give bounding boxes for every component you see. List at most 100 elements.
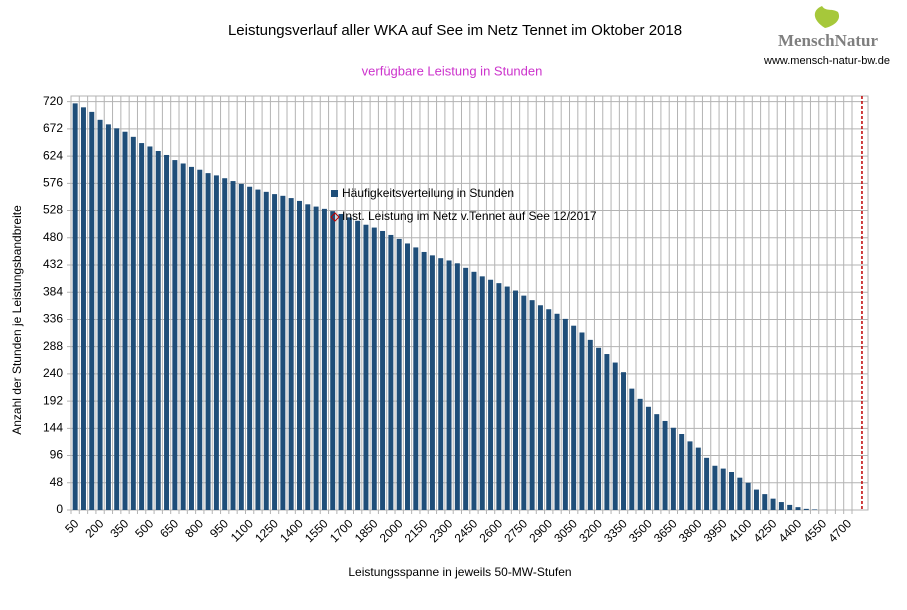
bar <box>662 420 668 510</box>
y-tick-label: 336 <box>43 312 63 326</box>
bar <box>405 243 410 510</box>
bar <box>720 468 726 510</box>
legend-label: Inst. Leistung im Netz v.Tennet auf See … <box>342 209 597 223</box>
y-tick-label: 240 <box>43 366 63 380</box>
bar <box>587 339 593 510</box>
bar <box>313 206 319 510</box>
y-tick-label: 672 <box>43 121 63 135</box>
x-tick-label: 3650 <box>651 516 680 545</box>
x-tick-label: 1100 <box>228 516 256 544</box>
x-tick-label: 3050 <box>551 516 580 545</box>
logo-name: MenschNatur <box>778 31 879 50</box>
bar <box>645 406 651 510</box>
bar <box>97 119 103 510</box>
bar <box>296 200 302 511</box>
chart-title: Leistungsverlauf aller WKA auf See im Ne… <box>228 22 682 39</box>
bar <box>247 186 253 510</box>
bar <box>222 178 228 510</box>
bar <box>180 163 186 510</box>
x-tick-label: 200 <box>82 516 106 540</box>
bar <box>670 427 676 510</box>
bar <box>695 447 701 510</box>
x-tick-label: 1550 <box>302 516 331 545</box>
y-tick-label: 192 <box>43 393 63 407</box>
bar <box>571 325 577 510</box>
bar <box>288 198 294 510</box>
bar <box>704 457 710 510</box>
x-tick-label: 4550 <box>801 516 830 545</box>
y-tick-label: 288 <box>43 339 63 353</box>
bar <box>729 472 735 510</box>
bar <box>488 279 494 510</box>
bar <box>778 502 784 510</box>
bar <box>513 290 518 510</box>
y-tick-label: 48 <box>50 475 64 489</box>
bar <box>80 107 86 510</box>
x-tick-label: 650 <box>157 516 181 540</box>
bar <box>446 260 452 510</box>
x-tick-label: 4700 <box>825 516 854 545</box>
x-tick-label: 2900 <box>526 516 555 545</box>
bar <box>363 224 369 510</box>
bar <box>346 217 352 510</box>
y-tick-label: 624 <box>43 148 63 162</box>
x-tick-label: 3350 <box>601 516 630 545</box>
x-tick-label: 3200 <box>576 516 605 545</box>
bar <box>753 489 759 510</box>
bar <box>238 183 244 510</box>
bar <box>812 509 818 510</box>
bar <box>164 154 170 510</box>
bar <box>371 227 377 510</box>
x-tick-label: 500 <box>132 516 156 540</box>
bar <box>72 103 78 510</box>
bar <box>330 211 336 510</box>
y-tick-label: 528 <box>43 203 63 217</box>
bar <box>604 354 610 510</box>
x-tick-label: 2000 <box>377 516 406 545</box>
bar <box>537 305 543 510</box>
logo-leaf <box>814 6 840 28</box>
y-tick-label: 720 <box>43 94 63 108</box>
bar <box>596 347 602 510</box>
bar <box>122 131 128 510</box>
x-tick-label: 2150 <box>402 516 431 545</box>
bar <box>213 175 219 510</box>
chart-subtitle: verfügbare Leistung in Stunden <box>362 63 543 78</box>
bar <box>654 414 660 510</box>
bar <box>380 230 386 510</box>
y-tick-label: 480 <box>43 230 63 244</box>
bar <box>803 508 809 510</box>
y-tick-label: 384 <box>43 284 63 298</box>
x-tick-label: 3950 <box>701 516 730 545</box>
bar <box>421 251 427 510</box>
bar <box>89 111 95 510</box>
bar <box>463 267 469 510</box>
bar <box>355 220 361 510</box>
bar <box>438 258 444 510</box>
bar <box>139 143 145 510</box>
x-tick-label: 1400 <box>277 516 306 545</box>
bar <box>272 194 278 510</box>
y-axis-label: Anzahl der Stunden je Leistungsbandbreit… <box>10 205 24 435</box>
bar <box>745 482 751 510</box>
bar <box>280 195 286 510</box>
bar <box>321 208 327 510</box>
x-tick-label: 800 <box>182 516 206 540</box>
bar <box>205 173 211 510</box>
x-tick-label: 3500 <box>626 516 655 545</box>
bar <box>396 238 402 510</box>
y-tick-label: 144 <box>43 421 63 435</box>
bar <box>172 160 178 510</box>
bar <box>471 271 477 510</box>
bar <box>737 477 743 510</box>
bar <box>155 151 161 510</box>
logo: MenschNatur www.mensch-natur-bw.de <box>763 6 890 67</box>
bar <box>388 234 394 511</box>
bar <box>712 465 718 510</box>
x-tick-label: 50 <box>62 516 82 536</box>
x-tick-label: 2300 <box>427 516 456 545</box>
x-tick-label: 350 <box>107 516 131 540</box>
bar <box>305 204 311 510</box>
x-tick-label: 950 <box>207 516 231 540</box>
